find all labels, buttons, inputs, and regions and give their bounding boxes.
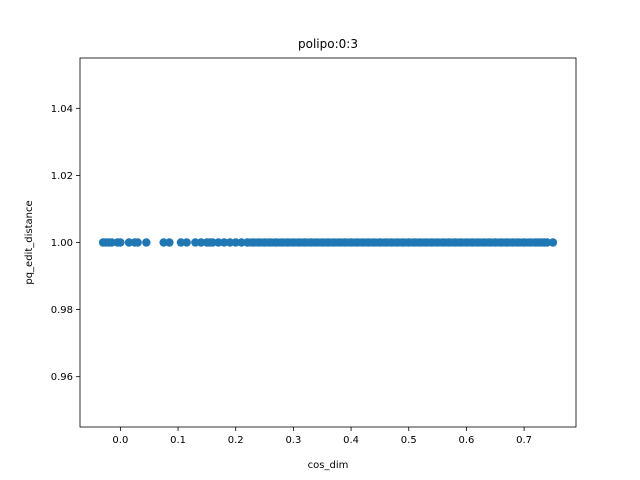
data-points [98,238,558,247]
data-point [514,238,523,247]
data-point [496,238,506,247]
data-point [323,238,333,247]
data-point [318,238,327,247]
data-point [393,238,402,247]
data-point [364,238,373,247]
x-tick-label: 0.5 [401,435,417,446]
data-point [176,238,186,247]
x-tick-label: 0.6 [458,435,474,446]
data-point [450,238,460,247]
data-point [182,238,191,247]
y-tick-label: 0.96 [51,372,73,383]
data-point [107,238,116,247]
data-point [329,238,338,247]
data-point [519,238,529,247]
data-point [421,238,431,247]
data-point [369,238,379,247]
data-point [381,238,390,247]
data-point [491,238,500,247]
x-axis-label: cos_dim [308,460,349,471]
data-point [196,238,206,247]
data-point [214,238,223,247]
data-point [508,238,517,247]
data-point [416,238,425,247]
x-axis-ticks: 0.0 0.1 0.2 0.3 0.4 0.5 0.6 0.7 [112,427,532,446]
data-point [312,238,321,247]
data-point [525,238,535,247]
data-point [444,238,454,247]
data-point [289,238,298,247]
x-tick-label: 0.3 [285,435,301,446]
data-point [237,238,246,247]
data-point [306,238,315,247]
data-point [300,238,310,247]
data-point [271,238,281,247]
x-tick-label: 0.4 [343,435,359,446]
data-point [485,238,494,247]
data-point [225,238,235,247]
plot-frame [79,57,577,428]
data-point [467,238,477,247]
data-point [439,238,448,247]
data-point [219,238,229,247]
y-axis-label: pq_edit_distance [24,200,35,284]
data-point [159,238,168,247]
data-point [341,238,350,247]
data-point [248,238,258,247]
x-tick-label: 0.2 [228,435,244,446]
data-point [231,238,240,247]
data-point [352,238,362,247]
data-point [260,238,269,247]
data-point [462,238,471,247]
data-point [410,238,419,247]
data-point [387,238,396,247]
data-point [375,238,385,247]
data-point [165,238,174,247]
x-tick-label: 0.0 [112,435,128,446]
x-tick-label: 0.7 [516,435,532,446]
chart-title: polipo:0:3 [298,37,358,51]
data-point [473,238,483,247]
data-point [208,238,217,247]
data-point [254,238,263,247]
data-point [277,238,287,247]
data-point [142,238,151,247]
data-point [433,238,442,247]
data-point [283,238,292,247]
data-point [542,238,552,247]
x-tick-label: 0.1 [170,435,186,446]
data-point [243,238,252,247]
data-point [427,238,437,247]
data-point [133,238,142,247]
data-point [116,238,125,247]
data-point [191,238,200,247]
y-tick-label: 1.00 [51,238,73,249]
data-point [266,238,275,247]
data-point [294,238,304,247]
y-tick-label: 0.98 [51,305,73,316]
data-point [124,238,134,247]
data-point [398,238,408,247]
data-point [502,238,511,247]
y-tick-label: 1.04 [51,104,73,115]
data-point [404,238,413,247]
data-point [456,238,465,247]
data-point [335,238,344,247]
data-point [346,238,356,247]
data-point [479,238,488,247]
data-point [358,238,367,247]
data-point [548,238,558,247]
y-axis-ticks: 0.96 0.98 1.00 1.02 1.04 [51,104,80,383]
y-tick-label: 1.02 [51,171,73,182]
